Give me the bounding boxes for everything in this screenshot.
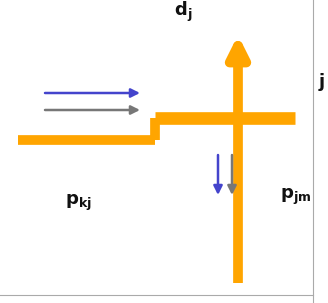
Text: $\mathbf{p_{kj}}$: $\mathbf{p_{kj}}$ <box>65 193 92 213</box>
Text: $\mathbf{d_j}$: $\mathbf{d_j}$ <box>174 0 193 24</box>
Text: $\mathbf{j}$: $\mathbf{j}$ <box>318 71 325 93</box>
Text: $\mathbf{p_{jm}}$: $\mathbf{p_{jm}}$ <box>279 187 311 207</box>
